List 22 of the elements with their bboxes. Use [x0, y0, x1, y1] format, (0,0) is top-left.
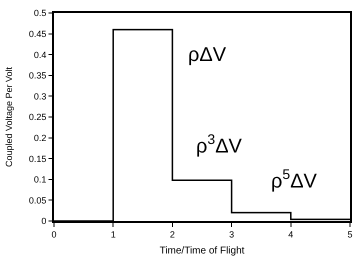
annotation: ρ$^{5}$ΔV: [271, 166, 318, 192]
y-tick-label: 0.1: [34, 174, 46, 185]
y-tick-label: 0.25: [28, 112, 46, 122]
y-tick-label: 0.5: [34, 8, 46, 18]
y-tick-label: 0.2: [34, 132, 46, 143]
x-tick-label: 3: [229, 230, 234, 240]
y-tick-label: 0.35: [28, 70, 46, 81]
x-axis-title: Time/Time of Flight: [160, 246, 245, 257]
annotation: ρ$^{3}$ΔV: [196, 131, 243, 158]
y-tick-label: 0.15: [28, 154, 46, 164]
y-tick-label: 0: [41, 216, 46, 226]
y-tick-label: 0.4: [34, 50, 46, 60]
x-tick-label: 0: [51, 230, 57, 240]
y-axis-title: Coupled Voltage Per Volt: [4, 66, 14, 168]
x-tick-label: 2: [170, 230, 175, 240]
annotation: ρΔV: [188, 44, 227, 66]
y-tick-label: 0.05: [28, 195, 46, 206]
y-tick-label: 0.3: [34, 91, 46, 102]
x-tick-label: 4: [288, 230, 294, 240]
y-tick-label: 0.45: [28, 28, 46, 39]
x-tick-label: 5: [347, 230, 353, 240]
x-tick-label: 1: [110, 230, 116, 240]
